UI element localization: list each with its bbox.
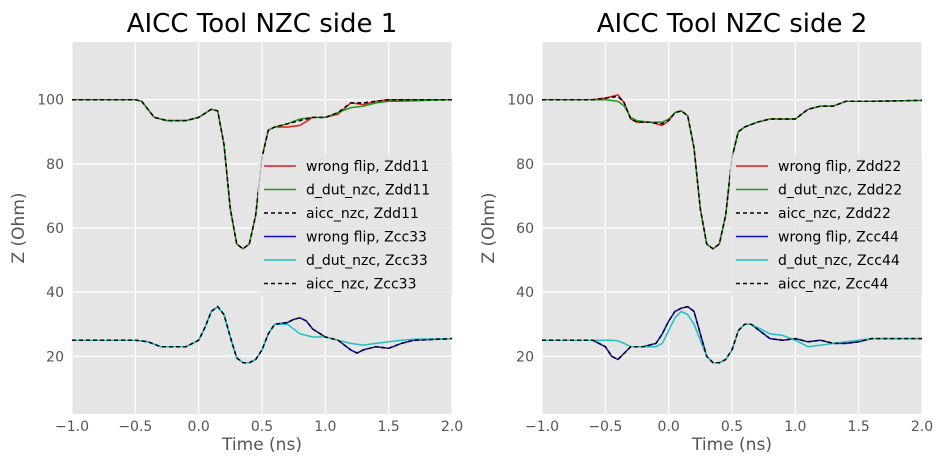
x-tick-label: 2.0	[911, 419, 933, 435]
x-tick-label: 0.0	[188, 419, 210, 435]
chart-panel-side-2: AICC Tool NZC side 2 −1.0 −0.5 0.0 0.5 1.0 1.…	[479, 9, 933, 455]
y-tick-labels: 20 40 60 80 100	[37, 93, 64, 366]
y-tick-label: 40	[46, 285, 64, 301]
legend-label: aicc_nzc, Zcc33	[306, 277, 416, 293]
legend: wrong flip, Zdd11 d_dut_nzc, Zdd11 aicc_nz…	[258, 154, 452, 296]
y-tick-label: 80	[516, 157, 534, 173]
y-tick-labels: 20 40 60 80 100	[507, 93, 534, 366]
legend-label: aicc_nzc, Zcc44	[778, 277, 889, 293]
legend-box	[730, 154, 922, 296]
x-tick-labels: −1.0 −0.5 0.0 0.5 1.0 1.5 2.0	[55, 419, 463, 435]
y-tick-label: 80	[46, 157, 64, 173]
y-tick-label: 100	[507, 93, 534, 109]
legend-label: aicc_nzc, Zdd22	[778, 206, 891, 222]
x-tick-label: 1.0	[784, 419, 806, 435]
x-tick-label: −1.0	[525, 419, 559, 435]
y-tick-label: 20	[516, 349, 534, 365]
y-tick-label: 60	[46, 221, 64, 237]
x-tick-label: 1.0	[314, 419, 336, 435]
x-tick-label: 0.5	[721, 419, 743, 435]
series-lines	[542, 94, 923, 364]
x-tick-label: 0.5	[251, 419, 273, 435]
x-tick-label: −1.0	[55, 419, 89, 435]
x-tick-label: 2.0	[441, 419, 463, 435]
x-tick-labels: −1.0 −0.5 0.0 0.5 1.0 1.5 2.0	[525, 419, 933, 435]
legend-label: d_dut_nzc, Zdd22	[778, 183, 902, 199]
chart-title: AICC Tool NZC side 2	[597, 9, 868, 39]
y-tick-label: 40	[516, 285, 534, 301]
x-tick-label: 1.5	[848, 419, 870, 435]
x-axis-label: Time (ns)	[691, 435, 772, 455]
chart-panel-side-1: AICC Tool NZC side 1 −1.0 −0.5 0.0 0.5 1.0 1.…	[9, 9, 463, 455]
legend-label: wrong flip, Zcc33	[306, 230, 427, 246]
legend-label: wrong flip, Zcc44	[778, 230, 899, 246]
series-line-3	[542, 95, 923, 250]
y-tick-label: 100	[37, 93, 64, 109]
legend-label: wrong flip, Zdd22	[778, 159, 901, 175]
legend-box	[258, 154, 452, 296]
chart-title: AICC Tool NZC side 1	[127, 9, 398, 39]
x-tick-label: −0.5	[588, 419, 622, 435]
y-tick-label: 60	[516, 221, 534, 237]
legend-label: d_dut_nzc, Zcc44	[778, 253, 900, 269]
y-tick-label: 20	[46, 349, 64, 365]
series-line-6	[542, 305, 922, 364]
x-tick-label: −0.5	[118, 419, 152, 435]
grid-lines	[541, 42, 923, 414]
legend: wrong flip, Zdd22 d_dut_nzc, Zdd22 aicc_nz…	[730, 154, 922, 296]
y-axis-label: Z (Ohm)	[479, 192, 499, 263]
x-tick-label: 0.0	[658, 419, 680, 435]
legend-label: d_dut_nzc, Zcc33	[306, 253, 428, 269]
x-tick-label: 1.5	[378, 419, 400, 435]
legend-label: wrong flip, Zdd11	[306, 159, 429, 175]
legend-label: d_dut_nzc, Zdd11	[306, 183, 430, 199]
y-axis-label: Z (Ohm)	[9, 192, 29, 263]
legend-label: aicc_nzc, Zdd11	[306, 206, 419, 222]
series-line-6	[72, 305, 453, 364]
x-axis-label: Time (ns)	[221, 435, 302, 455]
